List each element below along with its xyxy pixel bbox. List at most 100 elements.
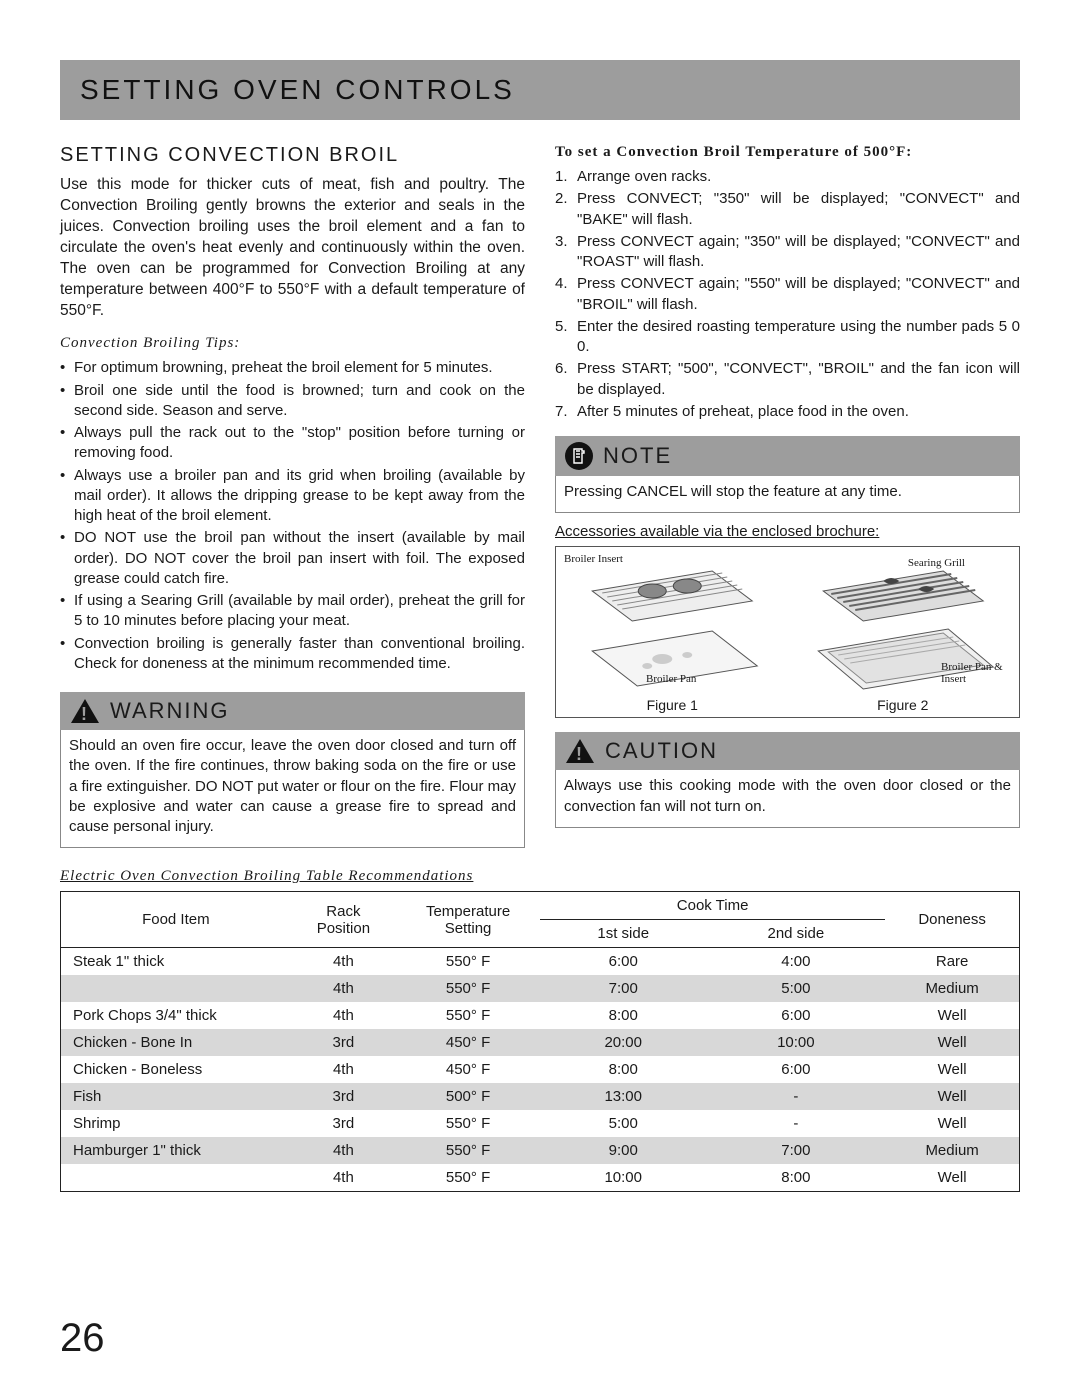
cell: 4th <box>291 1164 396 1192</box>
cell: Medium <box>885 1137 1019 1164</box>
cell: 20:00 <box>540 1029 706 1056</box>
cell: 5:00 <box>540 1110 706 1137</box>
cell: Shrimp <box>61 1110 291 1137</box>
warning-callout: ! WARNING Should an oven fire occur, lea… <box>60 692 525 848</box>
table-row: 4th550° F10:008:00Well <box>61 1164 1020 1192</box>
figure-2: Searing Grill Broiler Pan & Insert Figur… <box>791 551 1016 713</box>
note-label: NOTE <box>603 443 672 469</box>
col-temp: Temperature Setting <box>396 892 540 948</box>
table-row: Shrimp3rd550° F5:00-Well <box>61 1110 1020 1137</box>
cell <box>61 1164 291 1192</box>
tip-item: Always use a broiler pan and its grid wh… <box>60 466 525 527</box>
cell: 550° F <box>396 948 540 976</box>
label-pan-insert: Broiler Pan & Insert <box>941 661 1011 685</box>
table-head: Food Item Rack Position Temperature Sett… <box>61 892 1020 948</box>
broiling-table: Food Item Rack Position Temperature Sett… <box>60 891 1020 1192</box>
cell: 4:00 <box>706 948 885 976</box>
cell: 10:00 <box>706 1029 885 1056</box>
cell: Medium <box>885 975 1019 1002</box>
right-column: To set a Convection Broil Temperature of… <box>555 144 1020 848</box>
cell: 450° F <box>396 1029 540 1056</box>
label-broiler-pan: Broiler Pan <box>646 673 696 685</box>
cell: 10:00 <box>540 1164 706 1192</box>
cell: Well <box>885 1029 1019 1056</box>
accessory-figures: Broiler Insert Broiler Pan Figure 1 <box>555 546 1020 718</box>
label-broiler-insert: Broiler Insert <box>564 553 623 565</box>
broiler-insert-diagram <box>560 551 785 691</box>
cell: Hamburger 1" thick <box>61 1137 291 1164</box>
cell: 550° F <box>396 1164 540 1192</box>
page-number: 26 <box>60 1316 105 1361</box>
step-item: Enter the desired roasting temperature u… <box>555 317 1020 358</box>
cell: Well <box>885 1002 1019 1029</box>
table-row: Steak 1" thick4th550° F6:004:00Rare <box>61 948 1020 976</box>
steps-list: Arrange oven racks. Press CONVECT; "350"… <box>555 167 1020 422</box>
tips-heading: Convection Broiling Tips: <box>60 335 525 352</box>
step-item: Press START; "500", "CONVECT", "BROIL" a… <box>555 359 1020 400</box>
tip-item: Always pull the rack out to the "stop" p… <box>60 423 525 464</box>
svg-text:!: ! <box>576 744 584 764</box>
cell: 8:00 <box>706 1164 885 1192</box>
table-row: Chicken - Boneless4th450° F8:006:00Well <box>61 1056 1020 1083</box>
tips-list: For optimum browning, preheat the broil … <box>60 358 525 674</box>
cell: 6:00 <box>706 1056 885 1083</box>
cell: 4th <box>291 1056 396 1083</box>
step-item: Press CONVECT again; "550" will be displ… <box>555 274 1020 315</box>
tip-item: If using a Searing Grill (available by m… <box>60 591 525 632</box>
note-text: Pressing CANCEL will stop the feature at… <box>555 476 1020 513</box>
cell <box>61 975 291 1002</box>
cell: 3rd <box>291 1110 396 1137</box>
step-item: Press CONVECT again; "350" will be displ… <box>555 232 1020 273</box>
cell: Well <box>885 1164 1019 1192</box>
col-side1: 1st side <box>540 920 706 948</box>
caution-icon: ! <box>565 738 595 764</box>
cell: - <box>706 1083 885 1110</box>
left-column: SETTING CONVECTION BROIL Use this mode f… <box>60 144 525 848</box>
page-header: SETTING OVEN CONTROLS <box>60 60 1020 120</box>
cell: 7:00 <box>706 1137 885 1164</box>
section-title: SETTING CONVECTION BROIL <box>60 144 525 167</box>
cell: 550° F <box>396 1137 540 1164</box>
warning-text: Should an oven fire occur, leave the ove… <box>60 730 525 848</box>
cell: 4th <box>291 1002 396 1029</box>
col-doneness: Doneness <box>885 892 1019 948</box>
table-row: Hamburger 1" thick4th550° F9:007:00Mediu… <box>61 1137 1020 1164</box>
cell: 13:00 <box>540 1083 706 1110</box>
cell: 550° F <box>396 1110 540 1137</box>
cell: 3rd <box>291 1083 396 1110</box>
step-item: Arrange oven racks. <box>555 167 1020 187</box>
tip-item: DO NOT use the broil pan without the ins… <box>60 528 525 589</box>
cell: Chicken - Boneless <box>61 1056 291 1083</box>
cell: 9:00 <box>540 1137 706 1164</box>
cell: Well <box>885 1110 1019 1137</box>
cell: 6:00 <box>540 948 706 976</box>
cell: 8:00 <box>540 1002 706 1029</box>
cell: 500° F <box>396 1083 540 1110</box>
note-callout: NOTE Pressing CANCEL will stop the featu… <box>555 436 1020 513</box>
table-row: Fish3rd500° F13:00-Well <box>61 1083 1020 1110</box>
cell: 3rd <box>291 1029 396 1056</box>
table-row: Chicken - Bone In3rd450° F20:0010:00Well <box>61 1029 1020 1056</box>
table-row: Pork Chops 3/4" thick4th550° F8:006:00We… <box>61 1002 1020 1029</box>
cell: Fish <box>61 1083 291 1110</box>
svg-text:!: ! <box>81 704 89 724</box>
warning-header: ! WARNING <box>60 692 525 730</box>
col-cooktime: Cook Time <box>540 892 885 920</box>
warning-icon: ! <box>70 698 100 724</box>
accessories-heading: Accessories available via the enclosed b… <box>555 523 1020 540</box>
cell: Pork Chops 3/4" thick <box>61 1002 291 1029</box>
note-icon <box>565 442 593 470</box>
cell: Well <box>885 1083 1019 1110</box>
caution-label: CAUTION <box>605 738 718 764</box>
tip-item: Convection broiling is generally faster … <box>60 634 525 675</box>
note-header: NOTE <box>555 436 1020 476</box>
cell: 4th <box>291 1137 396 1164</box>
cell: 5:00 <box>706 975 885 1002</box>
caution-header: ! CAUTION <box>555 732 1020 770</box>
intro-paragraph: Use this mode for thicker cuts of meat, … <box>60 175 525 321</box>
cell: 550° F <box>396 975 540 1002</box>
cell: Steak 1" thick <box>61 948 291 976</box>
col-rack: Rack Position <box>291 892 396 948</box>
cell: 550° F <box>396 1002 540 1029</box>
table-row: 4th550° F7:005:00Medium <box>61 975 1020 1002</box>
